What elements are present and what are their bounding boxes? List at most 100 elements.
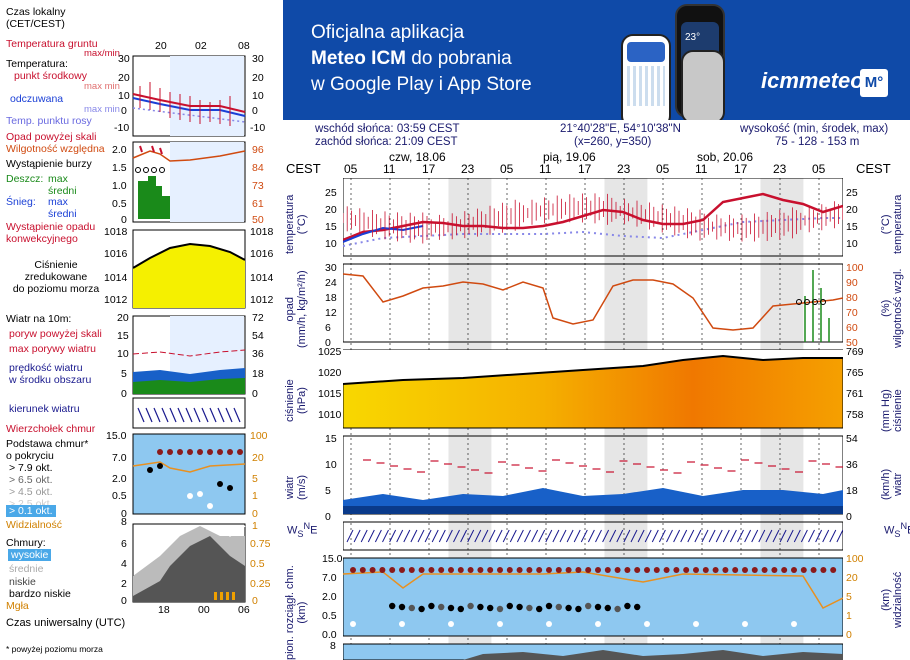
wind-arrow (630, 529, 638, 543)
cloud-base-dots (350, 567, 837, 627)
app-promo-banner[interactable]: Oficjalna aplikacja Meteo ICM do pobrani… (283, 0, 910, 120)
axis-tick: 765 (846, 367, 864, 379)
legend-okt79: > 7.9 okt. (9, 462, 53, 474)
mini-bhour-0: 18 (158, 604, 170, 616)
wind-arrow (602, 529, 610, 543)
legend-wind-speed: prędkość wiatru w środku obszaru (9, 362, 92, 386)
tick: 0 (252, 508, 258, 520)
cloud-low-dot (791, 621, 797, 627)
legend-max-gust: max porywy wiatru (9, 343, 96, 355)
legend-felt: odczuwana (10, 93, 64, 105)
tick: 8 (121, 516, 127, 528)
humidity-line (343, 273, 843, 331)
tick: 0.5 (250, 558, 265, 570)
wind-arrow (502, 529, 510, 543)
wind-arrow (822, 529, 830, 543)
axis-tick: 761 (846, 388, 864, 400)
hour-label: 11 (695, 162, 708, 176)
tick: 1018 (104, 226, 128, 238)
tick: 84 (252, 162, 264, 174)
cloud-top-dot (585, 567, 592, 573)
cloud-base-dot (634, 603, 641, 611)
axis-tick: 1 (846, 610, 852, 622)
gust-markers (363, 459, 843, 474)
cloud-top-dot (399, 567, 405, 573)
wind-arrow (367, 529, 375, 543)
axis-tick: 8 (330, 640, 336, 652)
cloud-top-dot (820, 567, 827, 573)
legend-precip-above: Opad powyżej skali (6, 131, 97, 143)
cloud-top-dot (800, 567, 807, 573)
cloud-panel (343, 557, 843, 637)
tick: 2 (121, 578, 127, 590)
mini-wind-arrows (137, 407, 241, 423)
cloud-top-dot (751, 567, 758, 573)
temp-felt-line (343, 225, 424, 243)
day-label-2: pią, 19.06 (543, 150, 596, 164)
cloud-base-dot (516, 603, 523, 611)
tick: 20 (118, 72, 130, 84)
legend-okt01: > 0.1 okt. (6, 505, 56, 517)
cloud-base-dot (438, 603, 445, 611)
wind-arrow (531, 529, 539, 543)
tick: 50 (252, 214, 264, 226)
mini-precip (132, 145, 246, 219)
axis-tick: 20 (325, 204, 337, 216)
cloud-top-dot (457, 567, 464, 573)
cloud-top-dot (350, 567, 356, 573)
wind-arrow (587, 529, 595, 543)
cloud-base-dot (398, 603, 406, 611)
mini-bottom-hours: 18 00 06 (158, 604, 308, 616)
wind-arrow (360, 529, 368, 543)
wind-panel (343, 435, 843, 515)
wind-arrow (474, 529, 482, 543)
wind-arrow (765, 529, 773, 543)
wind-arrow (758, 529, 766, 543)
cloud-top-dot (791, 567, 797, 573)
press-axis-label-left: ciśnienie (hPa) (284, 379, 308, 422)
axis-tick: 30 (325, 262, 337, 274)
axis-tick: 100 (846, 262, 864, 274)
sunrise: wschód słońca: 03:59 CEST (315, 123, 460, 135)
wind-arrow (538, 529, 546, 543)
wind-arrow (495, 529, 503, 543)
wind-arrow (389, 529, 397, 543)
wind-arrow (666, 529, 673, 543)
axis-tick: 0 (325, 511, 331, 523)
wind-arrow (815, 529, 823, 543)
tick: 72 (252, 312, 264, 324)
axis-tick: 1010 (318, 409, 342, 421)
precip-axis-label-right: (%) wilgotność wzgl. (880, 268, 904, 348)
cloud-top-dot (497, 567, 503, 573)
icmmeteo-badge: M° (860, 69, 888, 97)
cloud-base-dot (418, 605, 425, 613)
wind-arrow (708, 529, 716, 543)
promo-line-2: do pobrania (406, 48, 512, 69)
mini-frames (132, 55, 246, 603)
cloud-base-dot (428, 602, 435, 610)
cloud-top-dot (712, 567, 719, 573)
cloud-low-dot (595, 621, 601, 627)
tick: 0.75 (250, 538, 271, 550)
tick: 54 (252, 330, 264, 342)
wind-arrow (566, 529, 574, 543)
wind-arrow (658, 529, 666, 543)
axis-tick: 18 (325, 292, 337, 304)
hour-label: 23 (773, 162, 787, 176)
wind-direction-panel (343, 521, 843, 551)
legend-temperature: Temperatura: (6, 58, 68, 70)
tick: 10 (252, 90, 264, 102)
wind-arrow (623, 529, 631, 543)
axis-tick: 2.0 (322, 591, 337, 603)
temp-axis-label-right: (°C) temperatura (880, 194, 904, 254)
cloud-top-dot (448, 567, 454, 573)
tick: 10 (118, 90, 130, 102)
mini-top-hours: 20 02 08 (155, 40, 305, 52)
wind-arrow (545, 529, 553, 543)
icmmeteo-logo: icmmeteo (761, 68, 864, 93)
cloud-top-dot (722, 567, 729, 573)
axis-tick: 54 (846, 433, 858, 445)
legend-mid-point: punkt środkowy (14, 70, 87, 82)
cloud-top-dot (653, 567, 660, 573)
legend-snow-max: max (48, 196, 68, 208)
